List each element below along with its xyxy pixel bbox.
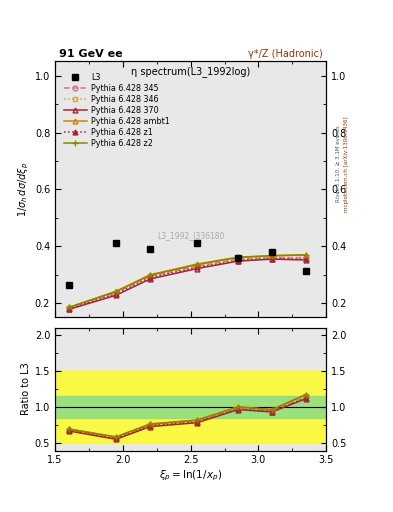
- Text: η spectrum(L3_1992log): η spectrum(L3_1992log): [131, 67, 250, 77]
- Y-axis label: $1/\sigma_h\,d\sigma/d\xi_p$: $1/\sigma_h\,d\sigma/d\xi_p$: [16, 162, 31, 217]
- Text: 91 GeV ee: 91 GeV ee: [59, 49, 123, 59]
- Legend: L3, Pythia 6.428 345, Pythia 6.428 346, Pythia 6.428 370, Pythia 6.428 ambt1, Py: L3, Pythia 6.428 345, Pythia 6.428 346, …: [62, 71, 172, 151]
- Y-axis label: Ratio to L3: Ratio to L3: [20, 362, 31, 416]
- Text: mcplots.cern.ch [arXiv:1306.3436]: mcplots.cern.ch [arXiv:1306.3436]: [344, 116, 349, 211]
- Text: γ*/Z (Hadronic): γ*/Z (Hadronic): [248, 49, 322, 59]
- X-axis label: $\xi_p=\ln(1/x_p)$: $\xi_p=\ln(1/x_p)$: [159, 468, 222, 483]
- Text: L3_1992_I336180: L3_1992_I336180: [157, 231, 224, 240]
- Text: Rivet 3.1.10, ≥ 3.1M events: Rivet 3.1.10, ≥ 3.1M events: [336, 125, 341, 202]
